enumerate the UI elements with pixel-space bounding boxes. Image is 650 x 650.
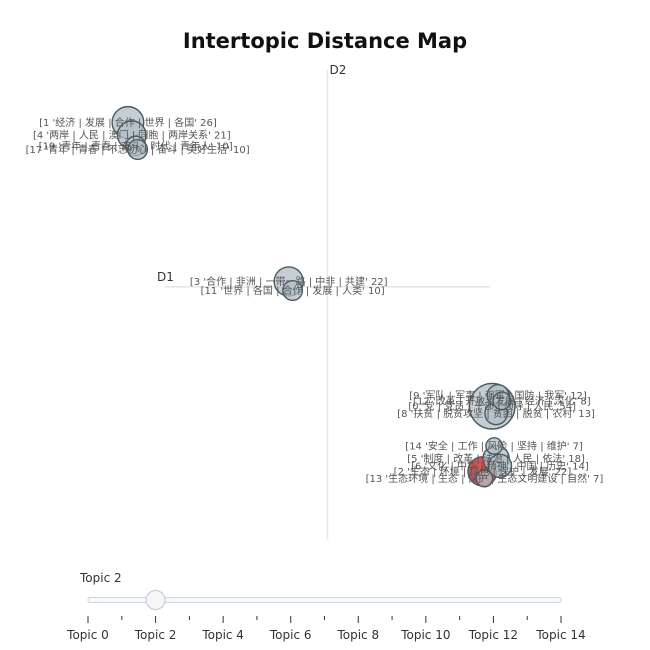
d1-axis-label: D1 xyxy=(157,270,174,284)
topic-bubble-label: [19 '青年 | 青春 | 奋斗 | 时代 | 青年人' 10] xyxy=(39,139,233,152)
topic-bubble-label: [4 '两岸 | 人民 | 澳门 | 同胞 | 两岸关系' 21] xyxy=(33,129,231,142)
topic-bubble[interactable] xyxy=(282,280,304,302)
topic-bubble-label: [13 '生态环境 | 生态 | 保护 | 生态文明建设 | 自然' 7] xyxy=(366,472,604,485)
slider-tick-label[interactable]: Topic 10 xyxy=(400,628,450,642)
slider-current-label: Topic 2 xyxy=(79,571,122,585)
topic-bubble-label: [11 '世界 | 各国 | 合作 | 发展 | 人类' 10] xyxy=(201,284,385,297)
topic-slider[interactable]: Topic 2 Topic 0 Topic 2 Topic 4 Topic 6 Topic… xyxy=(66,571,585,642)
slider-tick-label[interactable]: Topic 8 xyxy=(336,628,379,642)
slider-tick-label[interactable]: Topic 4 xyxy=(201,628,244,642)
slider-tick-label[interactable]: Topic 14 xyxy=(535,628,585,642)
topic-bubble-label: [12 '改革 | 开放 | 发展 | 经济 | 深化' 8] xyxy=(413,394,591,407)
topic-bubble-label: [8 '扶贫 | 脱贫攻坚 | 贫困 | 脱贫 | 农村' 13] xyxy=(397,407,595,420)
topic-bubble-label: [0 '党 | 党员 | 干部 | 领导 | 人民' 54] xyxy=(408,400,576,413)
slider-tick-label[interactable]: Topic 2 xyxy=(134,628,177,642)
topic-bubble[interactable] xyxy=(127,139,149,161)
topic-bubble[interactable] xyxy=(475,469,494,488)
topic-bubble-label: [9 '军队 | 军事 | 强军 | 国防 | 我军' 12] xyxy=(409,389,587,402)
topic-bubble-label: [17 '青年 | 青春 | 不忘初心 | 奋斗 | 美好生活' 10] xyxy=(26,143,250,156)
chart-title: Intertopic Distance Map xyxy=(183,29,467,53)
slider-tick-label[interactable]: Topic 0 xyxy=(66,628,109,642)
topic-bubble-label: [6 '文化 | 中华 | 精神 | 中国 | 历史' 14] xyxy=(411,459,589,472)
topic-bubble-label: [2 '生态 | 环境 | 绿色 | 保护 | 发展' 22] xyxy=(394,465,572,478)
topic-bubble[interactable] xyxy=(492,391,512,411)
slider-tick-label[interactable]: Topic 6 xyxy=(269,628,312,642)
slider-rail[interactable] xyxy=(87,597,562,603)
topic-bubble-label: [1 '经济 | 发展 | 合作 | 世界 | 各国' 26] xyxy=(39,116,217,129)
bubble-labels: [1 '经济 | 发展 | 合作 | 世界 | 各国' 26][4 '两岸 | … xyxy=(26,116,604,485)
slider-tick-label[interactable]: Topic 12 xyxy=(468,628,518,642)
topic-bubble-label: [14 '安全 | 工作 | 风险 | 坚持 | 维护' 7] xyxy=(405,440,583,453)
axes: D2 D1 xyxy=(157,63,490,540)
topic-bubble-label: [3 '合作 | 非洲 | 一带一路 | 中非 | 共建' 22] xyxy=(190,275,388,288)
bubbles xyxy=(111,105,516,488)
slider-handle[interactable] xyxy=(145,590,166,610)
topic-bubble-label: [5 '制度 | 改革 | 法治 | 人民 | 依法' 18] xyxy=(407,452,585,465)
topic-bubble[interactable] xyxy=(487,453,513,479)
d2-axis-label: D2 xyxy=(330,63,347,77)
topic-bubble[interactable] xyxy=(485,437,504,455)
